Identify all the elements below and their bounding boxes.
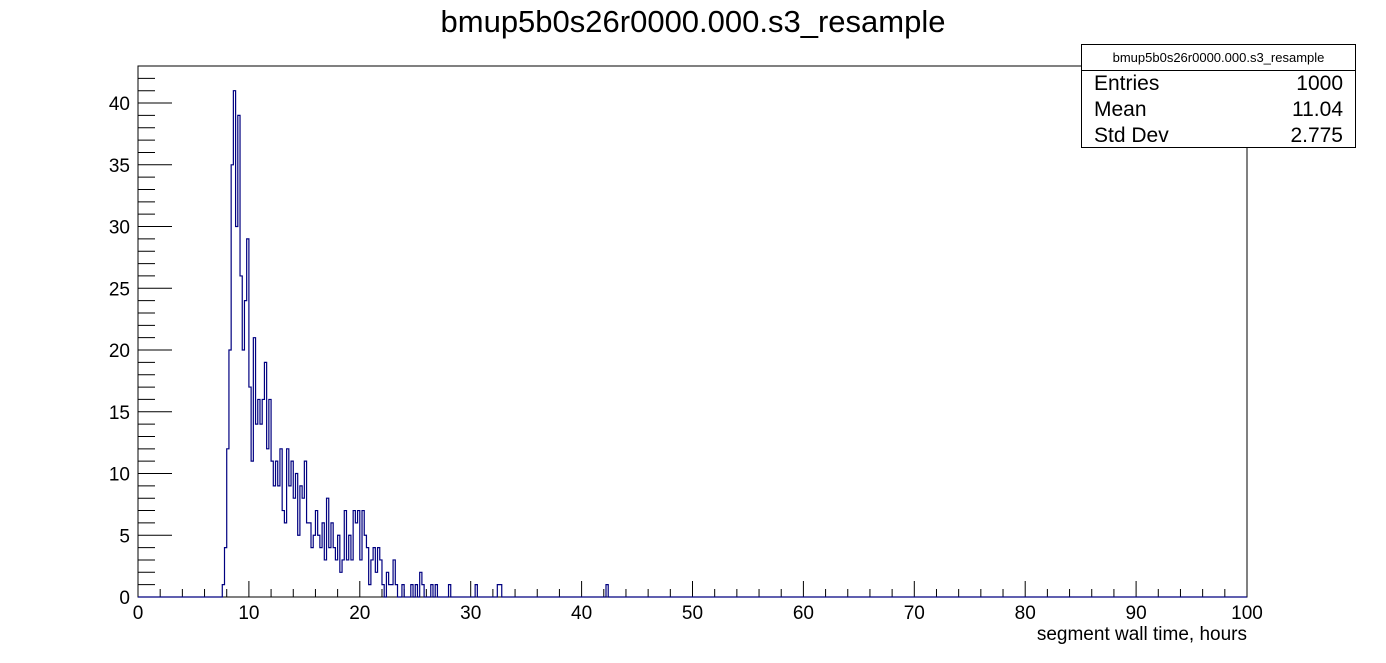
stats-row-stddev: Std Dev 2.775: [1082, 123, 1355, 149]
y-tick-label: 15: [109, 403, 130, 424]
x-tick-label: 40: [571, 603, 592, 624]
x-tick-label: 30: [460, 603, 481, 624]
x-tick-label: 80: [1015, 603, 1036, 624]
y-tick-label: 20: [109, 341, 130, 362]
stats-row-mean: Mean 11.04: [1082, 97, 1355, 123]
x-tick-label: 0: [133, 603, 144, 624]
y-tick-label: 10: [109, 465, 130, 486]
x-tick-label: 10: [238, 603, 259, 624]
y-tick-label: 25: [109, 279, 130, 300]
x-tick-label: 20: [349, 603, 370, 624]
y-tick-label: 30: [109, 218, 130, 239]
stats-label: Mean: [1094, 98, 1147, 121]
chart-title: bmup5b0s26r0000.000.s3_resample: [440, 4, 946, 39]
stats-value: 2.775: [1290, 124, 1343, 147]
stats-row-entries: Entries 1000: [1082, 71, 1355, 97]
stats-box: bmup5b0s26r0000.000.s3_resample Entries …: [1081, 44, 1356, 148]
x-axis-ticks: 0 10 20 30 40 50 60 70 80 90 100: [133, 581, 1263, 624]
stats-header: bmup5b0s26r0000.000.s3_resample: [1082, 45, 1355, 71]
histogram-line: [138, 90, 1247, 598]
y-tick-label: 0: [119, 588, 130, 609]
x-tick-label: 90: [1126, 603, 1147, 624]
y-tick-label: 5: [119, 526, 130, 547]
stats-label: Std Dev: [1094, 124, 1169, 147]
x-tick-label: 60: [793, 603, 814, 624]
y-axis-ticks: 0 5 10 15 20 25 30 35 40: [109, 65, 172, 609]
x-tick-label: 50: [682, 603, 703, 624]
stats-label: Entries: [1094, 72, 1160, 95]
y-tick-label: 35: [109, 156, 130, 177]
x-tick-label: 70: [904, 603, 925, 624]
x-tick-label: 100: [1231, 603, 1263, 624]
stats-value: 11.04: [1292, 98, 1343, 121]
stats-value: 1000: [1296, 72, 1343, 95]
y-tick-label: 40: [109, 94, 130, 115]
x-axis-title: segment wall time, hours: [1037, 624, 1247, 645]
